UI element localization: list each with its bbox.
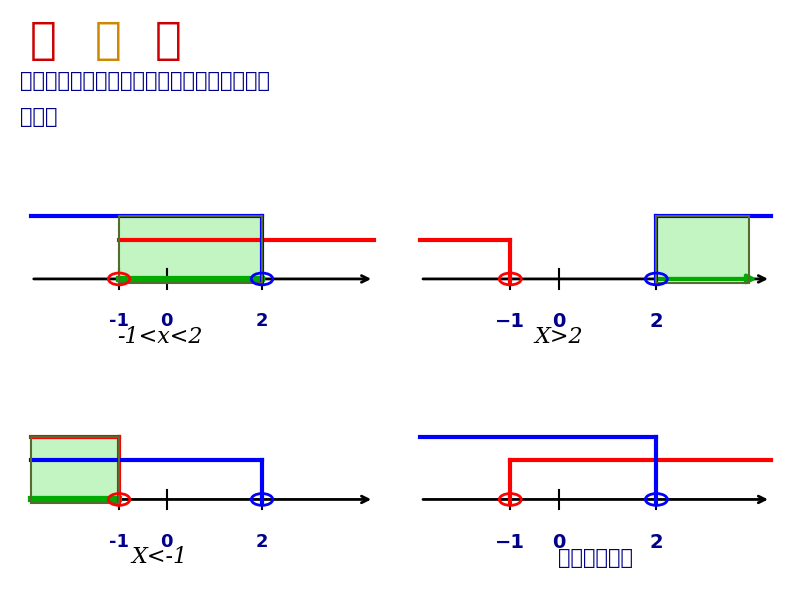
Bar: [119, 216, 262, 283]
Text: -1<x<2: -1<x<2: [117, 326, 202, 348]
Text: 0: 0: [553, 312, 565, 331]
Text: −1: −1: [495, 312, 526, 331]
Text: X>2: X>2: [534, 326, 584, 348]
Text: -1: -1: [109, 312, 129, 330]
Text: −1: −1: [495, 533, 526, 552]
Bar: [31, 436, 119, 504]
Text: 不等式组的解集在数轴上表示如图，其解集是: 不等式组的解集在数轴上表示如图，其解集是: [20, 71, 270, 91]
Text: 2: 2: [256, 533, 268, 551]
Text: 什么？: 什么？: [20, 107, 57, 127]
Text: 0: 0: [160, 533, 173, 551]
Text: 0: 0: [160, 312, 173, 330]
Bar: [657, 216, 749, 283]
Text: 试: 试: [30, 19, 56, 62]
Text: 2: 2: [649, 312, 663, 331]
Bar: [31, 436, 119, 504]
Text: 0: 0: [553, 533, 565, 552]
Text: 2: 2: [649, 533, 663, 552]
Text: -1: -1: [109, 533, 129, 551]
Bar: [657, 216, 749, 283]
Bar: [119, 216, 262, 283]
Text: 试: 试: [155, 19, 182, 62]
Text: X<-1: X<-1: [132, 547, 187, 569]
Text: 不等式组无解: 不等式组无解: [558, 548, 633, 569]
Text: 2: 2: [256, 312, 268, 330]
Text: 一: 一: [95, 19, 121, 62]
